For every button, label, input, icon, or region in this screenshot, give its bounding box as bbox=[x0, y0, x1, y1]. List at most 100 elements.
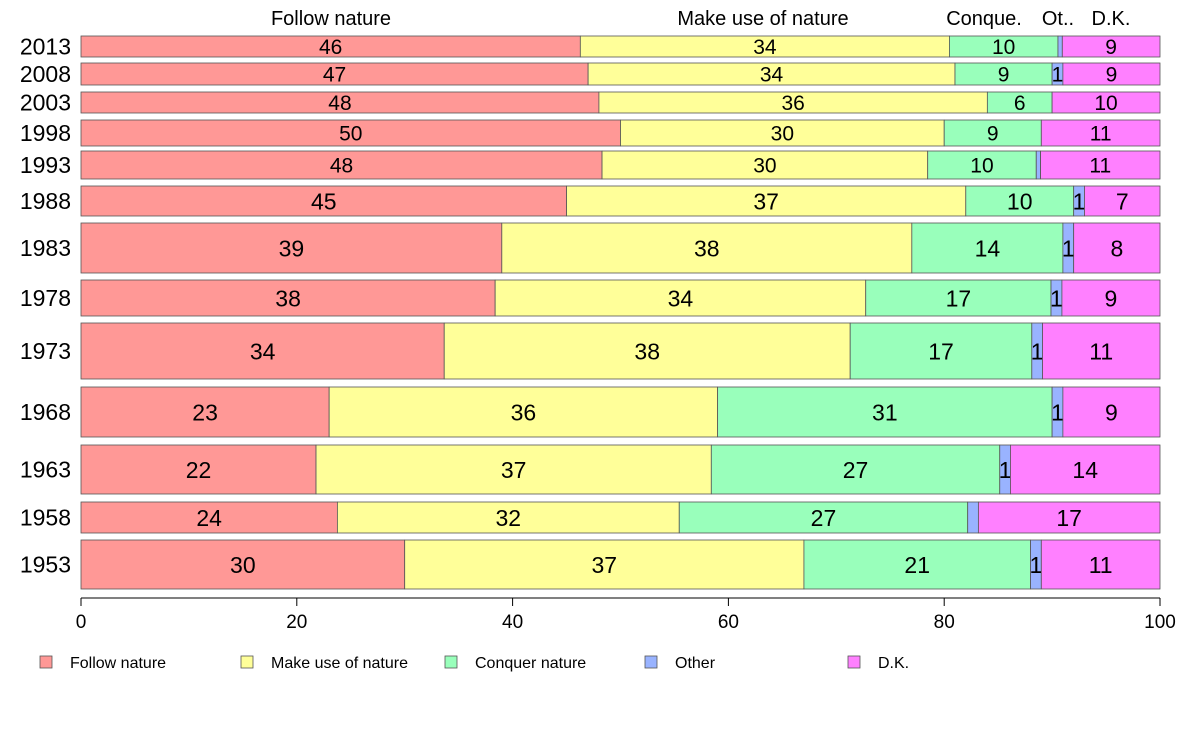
category-label: 1968 bbox=[20, 399, 71, 425]
category-label: 1983 bbox=[20, 235, 71, 261]
data-label: 1 bbox=[999, 457, 1012, 483]
data-label: 1 bbox=[1051, 399, 1064, 425]
bar-segment bbox=[1062, 62, 1161, 86]
data-label: 10 bbox=[992, 36, 1015, 59]
category-label: 1993 bbox=[20, 152, 71, 178]
bar-segment bbox=[566, 185, 967, 217]
bar-segment bbox=[1042, 322, 1161, 380]
legend-swatch bbox=[444, 655, 458, 669]
data-label: 1 bbox=[1031, 338, 1044, 364]
column-header: Conque. bbox=[946, 8, 1022, 30]
data-label: 1 bbox=[1073, 188, 1086, 214]
bar-segment bbox=[336, 501, 680, 534]
data-label: 22 bbox=[186, 457, 212, 483]
legend-swatch bbox=[644, 655, 658, 669]
bar-segment bbox=[315, 444, 712, 495]
data-label: 17 bbox=[946, 285, 972, 311]
data-label: 9 bbox=[987, 123, 999, 146]
bar-segment bbox=[1035, 150, 1041, 180]
bar-segment bbox=[601, 150, 929, 180]
legend-swatch bbox=[240, 655, 254, 669]
bar-segment bbox=[80, 119, 621, 147]
x-tick-label: 40 bbox=[502, 612, 523, 633]
data-label: 11 bbox=[1089, 155, 1111, 178]
bar-segment bbox=[965, 185, 1075, 217]
category-label: 1973 bbox=[20, 338, 71, 364]
bar-segment bbox=[328, 386, 719, 438]
data-label: 9 bbox=[1106, 64, 1118, 87]
bar-segment bbox=[1062, 386, 1161, 438]
data-label: 37 bbox=[501, 457, 527, 483]
data-label: 46 bbox=[319, 36, 342, 59]
bar-segment bbox=[717, 386, 1053, 438]
bar-segment bbox=[1040, 119, 1161, 147]
data-label: 48 bbox=[330, 155, 353, 178]
x-tick-label: 100 bbox=[1144, 612, 1176, 633]
category-label: 1963 bbox=[20, 457, 71, 483]
bar-segment bbox=[1061, 35, 1161, 58]
column-header: Ot.. bbox=[1042, 8, 1074, 30]
x-tick-label: 0 bbox=[76, 612, 87, 633]
data-label: 10 bbox=[1007, 188, 1033, 214]
data-label: 32 bbox=[496, 505, 522, 531]
data-label: 34 bbox=[668, 285, 694, 311]
bar-segment bbox=[803, 539, 1031, 590]
data-label: 1 bbox=[1052, 64, 1064, 87]
category-label: 1998 bbox=[20, 120, 71, 146]
data-label: 9 bbox=[1105, 399, 1118, 425]
data-label: 34 bbox=[250, 338, 276, 364]
data-label: 14 bbox=[975, 235, 1001, 261]
data-label: 17 bbox=[1056, 505, 1082, 531]
category-label: 1958 bbox=[20, 505, 71, 531]
data-label: 21 bbox=[904, 552, 930, 578]
bar-segment bbox=[80, 539, 406, 590]
column-header: Make use of nature bbox=[677, 8, 848, 30]
data-label: 37 bbox=[592, 552, 618, 578]
data-label: 24 bbox=[196, 505, 222, 531]
bar-segment bbox=[404, 539, 805, 590]
data-label: 8 bbox=[1110, 235, 1123, 261]
data-label: 10 bbox=[1094, 92, 1117, 115]
data-label: 36 bbox=[781, 92, 804, 115]
data-label: 31 bbox=[872, 399, 898, 425]
data-label: 1 bbox=[1062, 235, 1075, 261]
data-label: 38 bbox=[275, 285, 301, 311]
data-label: 30 bbox=[771, 123, 794, 146]
data-label: 11 bbox=[1089, 552, 1113, 578]
data-label: 30 bbox=[230, 552, 256, 578]
bar-segment bbox=[710, 444, 1001, 495]
bar-segment bbox=[849, 322, 1033, 380]
bar-segment bbox=[927, 150, 1037, 180]
legend-entry: Other bbox=[675, 655, 716, 672]
bar-segment bbox=[678, 501, 969, 534]
bar-segment bbox=[1040, 150, 1161, 180]
data-label: 23 bbox=[192, 399, 218, 425]
data-label: 7 bbox=[1116, 188, 1129, 214]
data-label: 9 bbox=[998, 64, 1010, 87]
data-label: 9 bbox=[1105, 285, 1118, 311]
bar-segment bbox=[977, 501, 1161, 534]
bar-segment bbox=[911, 222, 1064, 274]
data-label: 34 bbox=[760, 64, 784, 87]
data-label: 38 bbox=[694, 235, 720, 261]
bar-segment bbox=[1061, 279, 1161, 317]
bar-segment bbox=[1051, 91, 1161, 114]
data-label: 47 bbox=[323, 64, 346, 87]
data-label: 11 bbox=[1089, 338, 1113, 364]
bar-segment bbox=[1010, 444, 1161, 495]
category-label: 1953 bbox=[20, 552, 71, 578]
data-label: 10 bbox=[970, 155, 993, 178]
data-label: 27 bbox=[843, 457, 869, 483]
legend-entry: D.K. bbox=[878, 655, 909, 672]
legend-swatch bbox=[39, 655, 53, 669]
data-label: 36 bbox=[511, 399, 537, 425]
legend-swatch bbox=[847, 655, 861, 669]
bar-segment bbox=[943, 119, 1042, 147]
data-label: 27 bbox=[811, 505, 837, 531]
bar-segment bbox=[1040, 539, 1161, 590]
legend-entry: Follow nature bbox=[70, 655, 166, 672]
column-header: D.K. bbox=[1092, 8, 1131, 30]
data-label: 6 bbox=[1014, 92, 1026, 115]
